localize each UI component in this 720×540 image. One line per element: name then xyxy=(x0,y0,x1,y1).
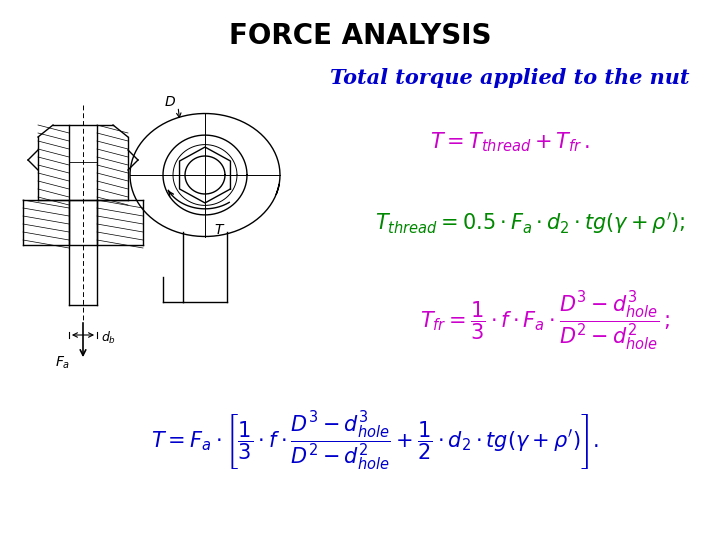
Text: $F_a$: $F_a$ xyxy=(55,355,71,372)
Text: $T$: $T$ xyxy=(215,223,225,237)
Text: $\mathit{T}_{thread} = 0.5 \cdot \mathit{F}_a \cdot \mathit{d}_2 \cdot tg(\gamma: $\mathit{T}_{thread} = 0.5 \cdot \mathit… xyxy=(374,210,685,236)
Text: $\mathit{T} = \mathit{F}_a \cdot \left[ \dfrac{1}{3} \cdot f \cdot \dfrac{D^3 - : $\mathit{T} = \mathit{F}_a \cdot \left[ … xyxy=(151,410,599,474)
Text: $d_b$: $d_b$ xyxy=(101,330,116,346)
Text: $\mathit{T} = \mathit{T}_{thread} + \mathit{T}_{fr}\,.$: $\mathit{T} = \mathit{T}_{thread} + \mat… xyxy=(430,130,590,153)
Text: Total torque applied to the nut: Total torque applied to the nut xyxy=(330,68,690,88)
Text: $\mathit{T}_{fr} = \dfrac{1}{3} \cdot f \cdot \mathit{F}_a \cdot \dfrac{D^3 - d^: $\mathit{T}_{fr} = \dfrac{1}{3} \cdot f … xyxy=(420,290,670,353)
Text: FORCE ANALYSIS: FORCE ANALYSIS xyxy=(229,22,491,50)
Text: $D$: $D$ xyxy=(164,94,176,109)
